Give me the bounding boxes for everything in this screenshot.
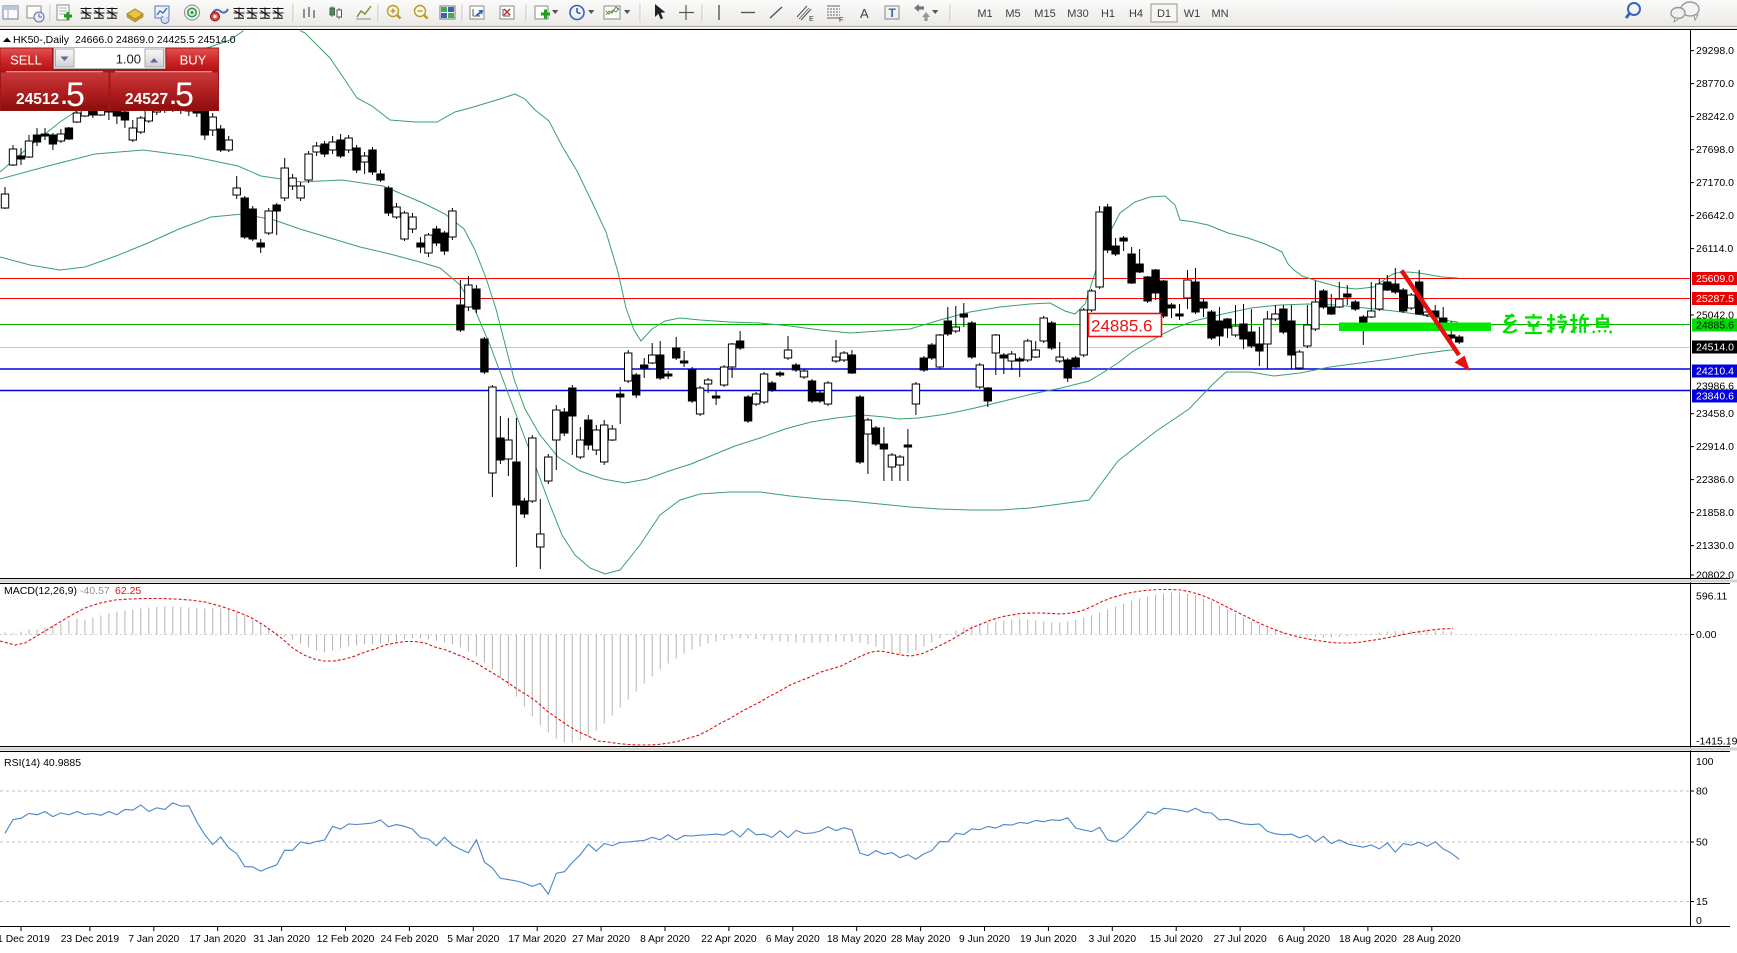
svg-text:50: 50 [1696,837,1708,849]
svg-text:23 Dec 2019: 23 Dec 2019 [61,934,120,945]
svg-text:A: A [860,6,869,21]
svg-text:26642.0: 26642.0 [1696,210,1734,222]
svg-text:28770.0: 28770.0 [1696,78,1734,90]
svg-text:5: 5 [66,76,85,114]
svg-text:28 May 2020: 28 May 2020 [891,934,951,945]
svg-text:BUY: BUY [180,53,207,68]
svg-text:18 Aug 2020: 18 Aug 2020 [1339,934,1397,945]
svg-text:20802.0: 20802.0 [1696,570,1734,582]
svg-text:25609.0: 25609.0 [1696,273,1734,285]
svg-text:21858.0: 21858.0 [1696,507,1734,519]
svg-text:11 Dec 2019: 11 Dec 2019 [0,934,50,945]
svg-text:MN: MN [1211,8,1228,20]
svg-text:15: 15 [1696,896,1708,908]
svg-text:M5: M5 [1005,8,1020,20]
svg-text:1.00: 1.00 [116,52,141,67]
svg-text:25287.5: 25287.5 [1696,293,1734,305]
svg-text:24514.0: 24514.0 [1696,342,1734,354]
svg-text:M15: M15 [1034,8,1055,20]
svg-text:9 Jun 2020: 9 Jun 2020 [959,934,1010,945]
svg-text:H4: H4 [1129,8,1143,20]
svg-text:D1: D1 [1157,8,1171,20]
svg-text:24885.6: 24885.6 [1696,320,1734,332]
svg-text:24527: 24527 [125,91,168,108]
svg-text:22 Apr 2020: 22 Apr 2020 [701,934,757,945]
svg-text:HK50-,Daily: HK50-,Daily [13,34,70,46]
svg-text:12 Feb 2020: 12 Feb 2020 [317,934,375,945]
svg-text:M1: M1 [977,8,992,20]
svg-text:17 Mar 2020: 17 Mar 2020 [508,934,566,945]
svg-text:0.00: 0.00 [1696,629,1717,641]
svg-text:W1: W1 [1184,8,1201,20]
svg-text:-40.57: -40.57 [80,585,110,597]
svg-text:3 Jul 2020: 3 Jul 2020 [1089,934,1137,945]
svg-text:24666.0 24869.0 24425.5 24514.: 24666.0 24869.0 24425.5 24514.0 [75,34,236,46]
svg-text:0: 0 [1696,915,1702,927]
svg-text:.: . [61,84,67,109]
svg-text:80: 80 [1696,786,1708,798]
svg-text:27698.0: 27698.0 [1696,144,1734,156]
svg-text:M30: M30 [1067,8,1088,20]
svg-text:23458.0: 23458.0 [1696,408,1734,420]
svg-text:27170.0: 27170.0 [1696,177,1734,189]
svg-text:21330.0: 21330.0 [1696,540,1734,552]
svg-text:29298.0: 29298.0 [1696,45,1734,57]
svg-text:T: T [889,6,897,20]
svg-text:28 Aug 2020: 28 Aug 2020 [1403,934,1461,945]
svg-text:SELL: SELL [10,53,42,68]
svg-text:24512: 24512 [16,91,59,108]
svg-text:6 Aug 2020: 6 Aug 2020 [1278,934,1330,945]
svg-text:H1: H1 [1101,8,1115,20]
svg-text:31 Jan 2020: 31 Jan 2020 [253,934,310,945]
svg-text:19 Jun 2020: 19 Jun 2020 [1020,934,1077,945]
svg-text:15 Jul 2020: 15 Jul 2020 [1150,934,1204,945]
svg-text:62.25: 62.25 [115,585,141,597]
svg-text:MACD(12,26,9): MACD(12,26,9) [4,585,77,597]
svg-text:24210.4: 24210.4 [1696,366,1734,378]
svg-text:22914.0: 22914.0 [1696,441,1734,453]
svg-text:F: F [839,17,843,24]
svg-text:27 Mar 2020: 27 Mar 2020 [572,934,630,945]
svg-text:17 Jan 2020: 17 Jan 2020 [189,934,246,945]
svg-text:28242.0: 28242.0 [1696,111,1734,123]
svg-text:596.11: 596.11 [1696,591,1727,603]
svg-text:18 May 2020: 18 May 2020 [827,934,887,945]
svg-text:6 May 2020: 6 May 2020 [766,934,820,945]
svg-text:24885.6: 24885.6 [1091,317,1152,336]
svg-text:E: E [809,16,814,23]
svg-text:5 Mar 2020: 5 Mar 2020 [447,934,499,945]
svg-text:24 Feb 2020: 24 Feb 2020 [380,934,438,945]
svg-text:-1415.19: -1415.19 [1696,736,1737,748]
svg-text:8 Apr 2020: 8 Apr 2020 [640,934,690,945]
svg-text:RSI(14) 40.9885: RSI(14) 40.9885 [4,757,81,769]
svg-text:27 Jul 2020: 27 Jul 2020 [1213,934,1267,945]
svg-text:5: 5 [175,76,194,114]
svg-text:7 Jan 2020: 7 Jan 2020 [128,934,179,945]
svg-text:26114.0: 26114.0 [1696,243,1733,255]
svg-text:100: 100 [1696,756,1714,768]
svg-text:.: . [170,84,176,109]
svg-text:23840.6: 23840.6 [1696,391,1734,403]
svg-text:22386.0: 22386.0 [1696,474,1734,486]
